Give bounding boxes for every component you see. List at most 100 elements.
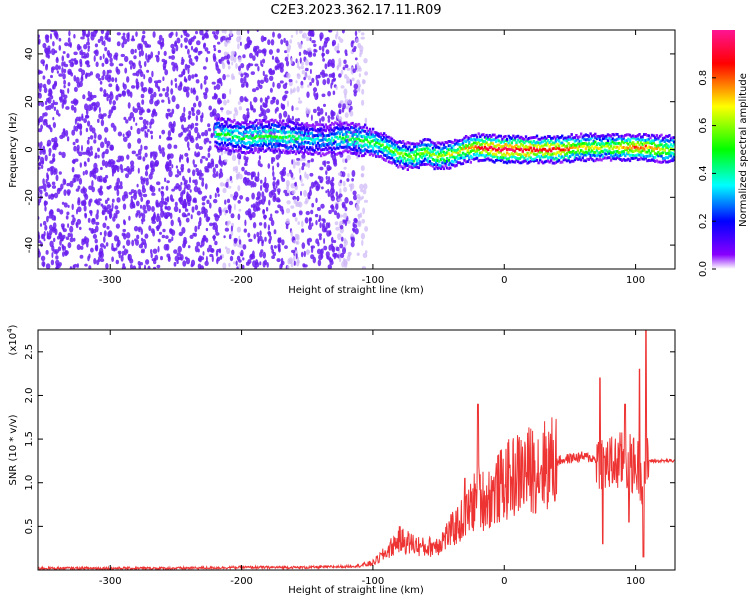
spectrogram-noise-point — [171, 61, 175, 66]
spectrogram-noise-point — [140, 46, 143, 52]
signal-trace-cell — [479, 153, 482, 157]
signal-trace-cell — [324, 152, 327, 156]
signal-trace-cell — [464, 140, 468, 144]
spectrogram-noise-point — [349, 110, 354, 117]
signal-trace-cell — [305, 132, 309, 136]
signal-trace-cell — [551, 143, 554, 146]
spectrogram-noise-point — [230, 213, 235, 219]
signal-trace-cell — [526, 147, 529, 151]
spectrogram-noise-point — [258, 222, 263, 226]
signal-trace-cell — [472, 157, 476, 161]
signal-trace-cell — [568, 155, 572, 158]
signal-trace-cell — [494, 159, 498, 162]
spectrogram-noise-point — [195, 168, 199, 173]
spectrogram-noise-point — [238, 106, 243, 111]
signal-trace-cell — [452, 148, 455, 152]
spectrogram-noise-point — [286, 265, 290, 269]
signal-trace-cell — [305, 128, 309, 132]
signal-trace-cell — [523, 138, 526, 141]
signal-trace-cell — [286, 140, 290, 144]
colorbar-tick-label: 0.0 — [698, 261, 709, 277]
signal-trace-cell — [608, 156, 611, 159]
signal-trace-cell — [420, 163, 424, 166]
spectrogram-noise-point — [107, 231, 111, 238]
spectrogram-noise-point — [55, 255, 59, 260]
signal-trace-cell — [297, 145, 301, 149]
signal-trace-cell — [414, 163, 417, 167]
signal-trace-cell — [532, 140, 536, 143]
spectrogram-noise-point — [121, 35, 126, 40]
spectrogram-noise-point — [232, 166, 236, 172]
spectrogram-noise-point — [39, 149, 42, 155]
signal-trace-cell — [450, 149, 454, 153]
spectrogram-noise-point — [103, 245, 106, 249]
signal-trace-cell — [239, 123, 242, 126]
spectrogram-noise-point — [158, 216, 161, 223]
signal-trace-cell — [408, 165, 411, 168]
signal-trace-cell — [472, 134, 476, 138]
signal-trace-cell — [324, 146, 327, 150]
signal-trace-cell — [480, 142, 484, 146]
signal-trace-cell — [277, 122, 280, 125]
spectrogram-noise-point — [161, 147, 165, 152]
spectrogram-noise-point — [122, 263, 126, 267]
signal-trace-cell — [466, 149, 469, 152]
signal-trace-cell — [348, 130, 351, 134]
spectrogram-noise-point — [335, 85, 338, 90]
spectrogram-noise-point — [97, 154, 100, 159]
spectrogram-noise-point — [160, 255, 163, 261]
signal-trace-cell — [278, 123, 282, 127]
signal-trace-cell — [509, 143, 512, 147]
spectrogram-noise-point — [273, 187, 277, 192]
signal-trace-cell — [480, 151, 484, 154]
signal-trace-cell — [487, 135, 490, 139]
signal-trace-cell — [562, 143, 565, 147]
spectrogram-noise-point — [106, 143, 109, 149]
signal-trace-cell — [584, 133, 588, 137]
spectrogram-noise-point — [81, 69, 86, 76]
spectrogram-noise-point — [326, 77, 330, 85]
spectrogram-noise-point — [304, 200, 308, 205]
signal-trace-cell — [654, 136, 657, 139]
signal-trace-cell — [435, 161, 438, 165]
signal-trace-cell — [513, 160, 517, 164]
spectrogram-noise-point — [176, 260, 179, 265]
signal-trace-cell — [638, 153, 641, 157]
spectrogram-noise-point — [51, 185, 57, 189]
signal-trace-cell — [381, 148, 384, 152]
signal-trace-cell — [272, 124, 275, 127]
spectrogram-noise-point — [207, 127, 212, 132]
signal-trace-cell — [498, 151, 501, 154]
signal-trace-cell — [302, 133, 305, 137]
signal-trace-cell — [335, 131, 339, 135]
signal-trace-cell — [214, 126, 217, 130]
spectrogram-noise-point — [87, 120, 91, 127]
spectrogram-noise-point — [46, 181, 51, 189]
signal-trace-cell — [464, 153, 468, 157]
signal-trace-cell — [502, 144, 506, 148]
spectrogram-noise-point — [84, 53, 87, 58]
signal-trace-cell — [219, 133, 222, 137]
signal-trace-cell — [520, 161, 523, 165]
spectrogram-noise-point — [292, 164, 296, 169]
spectrogram-noise-point — [272, 181, 276, 187]
signal-trace-cell — [255, 143, 258, 147]
signal-trace-cell — [529, 156, 532, 160]
spectrogram-noise-point — [257, 65, 260, 72]
spectrogram-noise-point — [279, 67, 284, 73]
signal-trace-cell — [291, 129, 294, 133]
spectrogram-noise-point — [146, 132, 149, 139]
spectrogram-noise-point — [327, 264, 332, 269]
spectrogram-noise-point — [78, 45, 82, 50]
signal-trace-cell — [531, 136, 534, 140]
spectrogram-noise-point — [203, 79, 207, 85]
spectrogram-noise-point — [106, 30, 110, 36]
signal-trace-cell — [307, 137, 310, 140]
spectrogram-noise-point — [115, 209, 120, 215]
signal-trace-cell — [376, 152, 379, 155]
spectrogram-noise-point — [290, 205, 295, 209]
signal-trace-cell — [360, 154, 364, 158]
spectrogram-noise-point — [309, 69, 312, 74]
spectrogram-noise-point — [65, 106, 70, 110]
spectrogram-noise-point — [360, 36, 365, 40]
